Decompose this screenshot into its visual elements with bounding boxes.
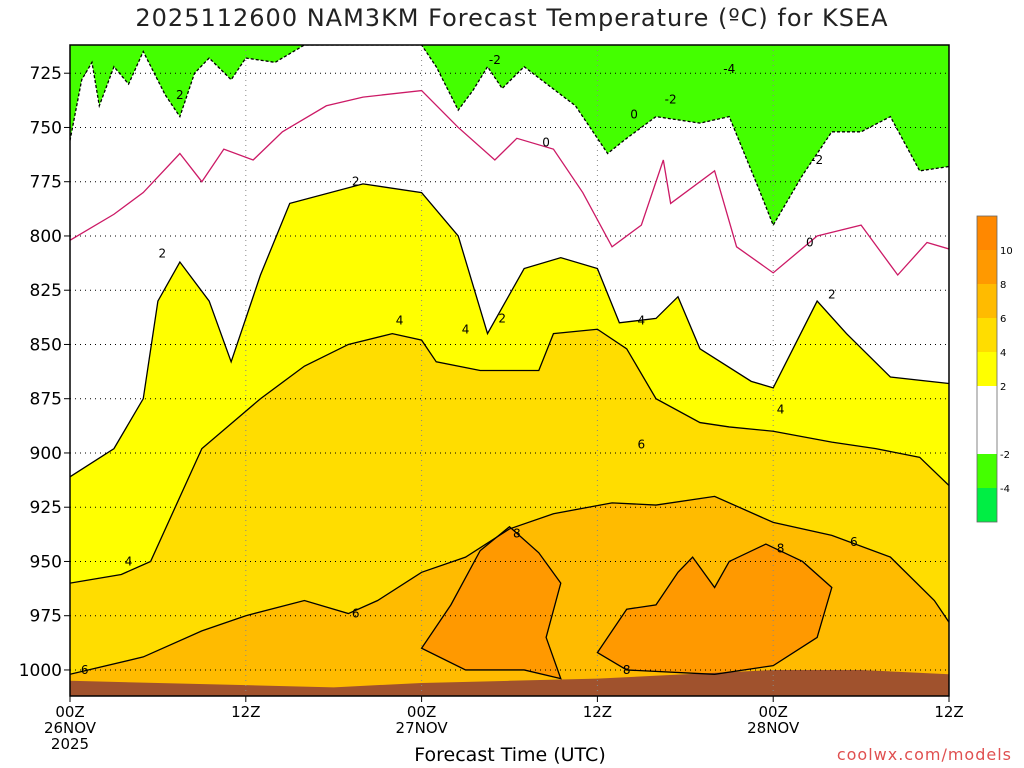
- y-tick-label: 925: [30, 498, 62, 518]
- y-tick-label: 725: [30, 64, 62, 84]
- fill-minus2-to-2: [70, 45, 949, 477]
- colorbar-label: 6: [1000, 314, 1006, 325]
- contour-label: 6: [352, 607, 360, 621]
- contour-label: 6: [850, 535, 858, 549]
- x-axis-title: Forecast Time (UTC): [414, 744, 606, 766]
- y-tick-label: 775: [30, 173, 62, 193]
- contour-label: 4: [638, 314, 646, 328]
- contour-label: 8: [777, 541, 785, 555]
- contour-label: 0: [806, 235, 814, 249]
- x-tick-label: 00Z: [759, 703, 788, 721]
- y-tick-label: 825: [30, 281, 62, 301]
- isotherm--2: [70, 45, 949, 227]
- colorbar-label: 8: [1000, 280, 1006, 291]
- x-tick-label: 00Z: [55, 703, 84, 721]
- contour-label: 6: [81, 663, 89, 677]
- fill-8-to-10-0: [421, 526, 561, 679]
- colorbar-band: [977, 250, 997, 284]
- contour-label: 4: [125, 554, 133, 568]
- isotherm-2: [70, 183, 949, 478]
- contour-label: -4: [723, 62, 735, 76]
- colorbar-label: -2: [1000, 450, 1010, 461]
- x-tick-label: 28NOV: [747, 719, 800, 737]
- x-tick-label: 27NOV: [396, 719, 449, 737]
- y-tick-label: 800: [30, 227, 62, 247]
- fill-below-minus2: [70, 45, 949, 226]
- colorbar-band: [977, 488, 997, 522]
- y-tick-label: 900: [30, 444, 62, 464]
- y-tick-label: 950: [30, 552, 62, 572]
- contour-label: 8: [623, 663, 631, 677]
- contour-label: 8: [513, 526, 521, 540]
- contour-label: 2: [828, 288, 836, 302]
- isotherm-8: [596, 543, 833, 675]
- contour-label: -2: [489, 53, 501, 67]
- colorbar-band: [977, 216, 997, 250]
- x-tick-label: 12Z: [231, 703, 260, 721]
- isotherm-6: [70, 495, 949, 675]
- y-axis: 725 750 775 800 825 850 875 900 925 950 975 1000: [19, 64, 70, 681]
- colorbar-label: 2: [1000, 382, 1006, 393]
- plot-frame: [69, 44, 950, 697]
- y-tick-label: 875: [30, 390, 62, 410]
- y-tick-label: 750: [30, 118, 62, 138]
- colorbar-label: 10: [1000, 246, 1013, 257]
- colorbar-band: [977, 284, 997, 318]
- contour-label: 2: [158, 246, 166, 260]
- contour-label: 6: [638, 437, 646, 451]
- ground-below-surface: [70, 669, 949, 696]
- x-tick-label: 26NOV: [44, 719, 97, 737]
- x-tick-label: 00Z: [407, 703, 436, 721]
- x-tick-label: 12Z: [583, 703, 612, 721]
- colorbar-band: [977, 318, 997, 352]
- colorbar-label: -4: [1000, 484, 1010, 495]
- colorbar-band: [977, 454, 997, 488]
- contour-label: 0: [542, 136, 550, 150]
- contour-label: 0: [630, 107, 638, 121]
- chart-title: 2025112600 NAM3KM Forecast Temperature (…: [135, 4, 889, 32]
- colorbar-legend: 10 8 6 4 2 -2 -4: [976, 215, 1013, 523]
- x-tick-label: 12Z: [934, 703, 963, 721]
- contour-label: 4: [777, 403, 785, 417]
- contour-label: 2: [498, 311, 506, 325]
- x-tick-label: 2025: [51, 735, 89, 753]
- isotherm-8: [420, 525, 562, 680]
- isotherm-lines: 2 -2 -2 -4 -2 0 0 0 2 2 2 2 4 4 4 4 4 6 6 6 6 8 8 8: [70, 45, 949, 680]
- y-tick-label: 850: [30, 335, 62, 355]
- contour-label: 2: [352, 175, 360, 189]
- contour-label: 4: [462, 322, 470, 336]
- fill-8-to-10-1: [597, 544, 832, 675]
- colorbar-label: 4: [1000, 348, 1006, 359]
- colorbar-band: [977, 352, 997, 386]
- fill-4-to-6: [70, 329, 949, 675]
- y-tick-label: 1000: [19, 661, 62, 681]
- plot-area: 2 -2 -2 -4 -2 0 0 0 2 2 2 2 4 4 4 4 4 6 6 6 6 8 8 8: [69, 44, 950, 697]
- y-tick-label: 975: [30, 607, 62, 627]
- colorbar-band: [977, 386, 997, 454]
- isotherm-4: [70, 328, 949, 584]
- contour-label: 2: [176, 88, 184, 102]
- colorbar-frame: [976, 215, 998, 523]
- source-credit: coolwx.com/models: [836, 745, 1012, 764]
- contour-label: -2: [665, 92, 677, 106]
- contour-label: 4: [396, 314, 404, 328]
- isotherm-0: [70, 89, 949, 277]
- contour-label: -2: [811, 153, 823, 167]
